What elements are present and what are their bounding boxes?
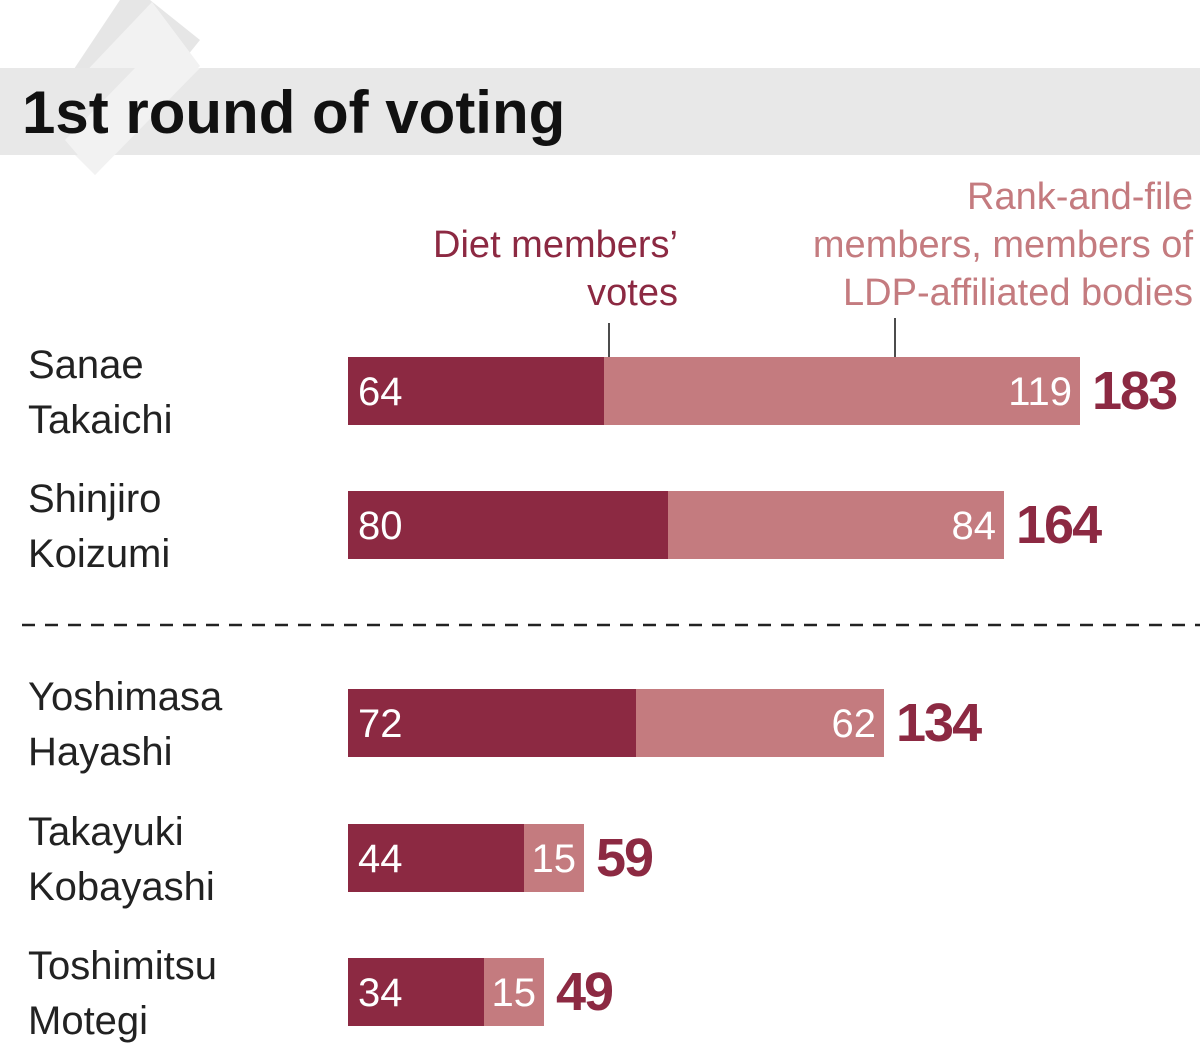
total-label: 134 <box>896 693 982 753</box>
category-label: Koizumi <box>28 532 170 576</box>
total-label: 49 <box>556 962 613 1022</box>
value-label-rank-and-file: 62 <box>832 702 877 746</box>
bar-diet-members <box>348 357 604 425</box>
legend-rank-file-line: members, members of <box>813 224 1194 266</box>
bar-diet-members <box>348 824 524 892</box>
value-label-diet: 44 <box>358 837 403 881</box>
category-label: Shinjiro <box>28 477 161 521</box>
category-label: Toshimitsu <box>28 944 217 988</box>
category-label: Takayuki <box>28 810 184 854</box>
bar-diet-members <box>348 958 484 1026</box>
category-label: Hayashi <box>28 730 173 774</box>
value-label-rank-and-file: 15 <box>532 837 577 881</box>
value-label-rank-and-file: 15 <box>492 971 537 1015</box>
total-label: 59 <box>596 828 653 888</box>
bar-diet-members <box>348 689 636 757</box>
total-label: 183 <box>1092 361 1177 421</box>
category-label: Yoshimasa <box>28 675 223 719</box>
bar-rank-and-file <box>484 958 544 1026</box>
value-label-diet: 72 <box>358 702 403 746</box>
total-label: 164 <box>1016 495 1102 555</box>
bar-rank-and-file <box>668 491 1004 559</box>
value-label-rank-and-file: 119 <box>1008 370 1072 414</box>
value-label-diet: 64 <box>358 370 403 414</box>
legend-rank-file-line: LDP-affiliated bodies <box>843 272 1193 314</box>
category-label: Takaichi <box>28 398 173 442</box>
category-label: Motegi <box>28 999 148 1043</box>
category-label: Sanae <box>28 343 144 387</box>
chart-title: 1st round of voting <box>22 79 565 146</box>
title-decoration <box>0 0 1200 175</box>
bar-rank-and-file <box>524 824 584 892</box>
legend: Diet members’ votes Rank-and-file members, … <box>433 176 1193 357</box>
value-label-diet: 80 <box>358 504 403 548</box>
bars: Sanae Takaichi 64 119 183 Shinjiro Koizumi 80 84… <box>22 343 1200 1043</box>
legend-diet-line: votes <box>587 272 678 314</box>
category-label: Kobayashi <box>28 865 215 909</box>
legend-rank-file-line: Rank-and-file <box>967 176 1193 218</box>
bar-diet-members <box>348 491 668 559</box>
value-label-diet: 34 <box>358 971 403 1015</box>
bar-rank-and-file <box>636 689 884 757</box>
value-label-rank-and-file: 84 <box>952 504 997 548</box>
bar-rank-and-file <box>604 357 1080 425</box>
legend-diet-line: Diet members’ <box>433 224 678 266</box>
